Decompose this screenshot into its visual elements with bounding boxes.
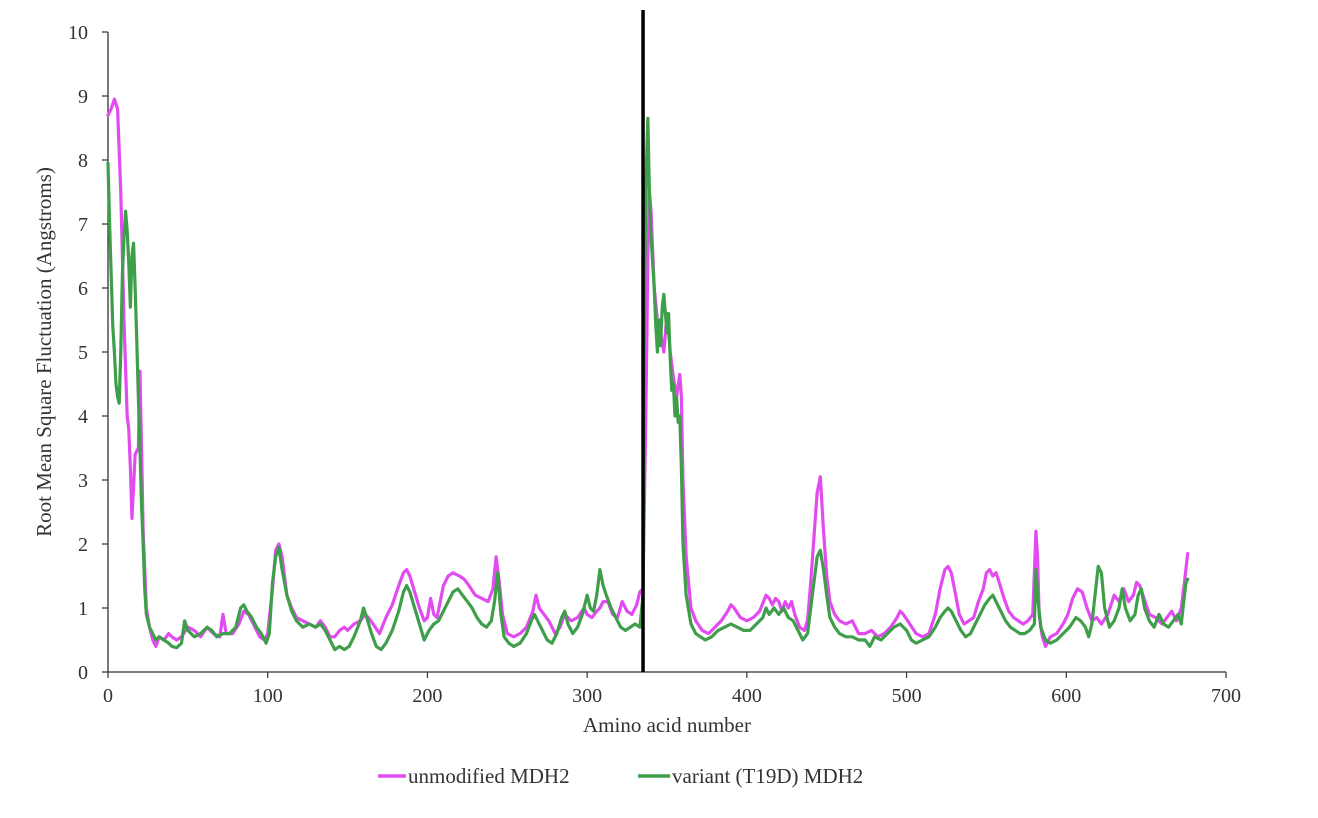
legend: unmodified MDH2 variant (T19D) MDH2 [378, 764, 863, 788]
y-tick-label: 6 [78, 278, 88, 300]
y-tick-label: 8 [78, 150, 88, 172]
y-tick-label: 1 [78, 598, 88, 620]
x-tick-label: 200 [412, 685, 442, 707]
y-axis-title: Root Mean Square Fluctuation (Angstroms) [32, 167, 56, 537]
x-tick-label: 600 [1051, 685, 1081, 707]
y-tick-label: 7 [78, 214, 88, 236]
y-tick-label: 4 [78, 406, 88, 428]
legend-label-variant: variant (T19D) MDH2 [672, 764, 863, 788]
x-axis-title: Amino acid number [583, 713, 751, 737]
x-tick-label: 300 [572, 685, 602, 707]
x-tick-label: 0 [103, 685, 113, 707]
series-layer [106, 97, 1190, 652]
y-tick-label: 0 [78, 662, 88, 684]
y-tick-label: 2 [78, 534, 88, 556]
y-tick-label: 9 [78, 86, 88, 108]
series-line-variant [106, 116, 1190, 652]
x-tick-label: 100 [253, 685, 283, 707]
y-axis-ticks: 0 1 2 3 4 5 6 7 8 9 10 [68, 22, 108, 684]
x-tick-label: 700 [1211, 685, 1241, 707]
y-tick-label: 5 [78, 342, 88, 364]
y-tick-label: 3 [78, 470, 88, 492]
legend-label-unmodified: unmodified MDH2 [408, 764, 570, 788]
x-axis-ticks: 0 100 200 300 400 500 600 700 [103, 672, 1241, 707]
x-tick-label: 500 [892, 685, 922, 707]
y-tick-label: 10 [68, 22, 88, 44]
x-tick-label: 400 [732, 685, 762, 707]
